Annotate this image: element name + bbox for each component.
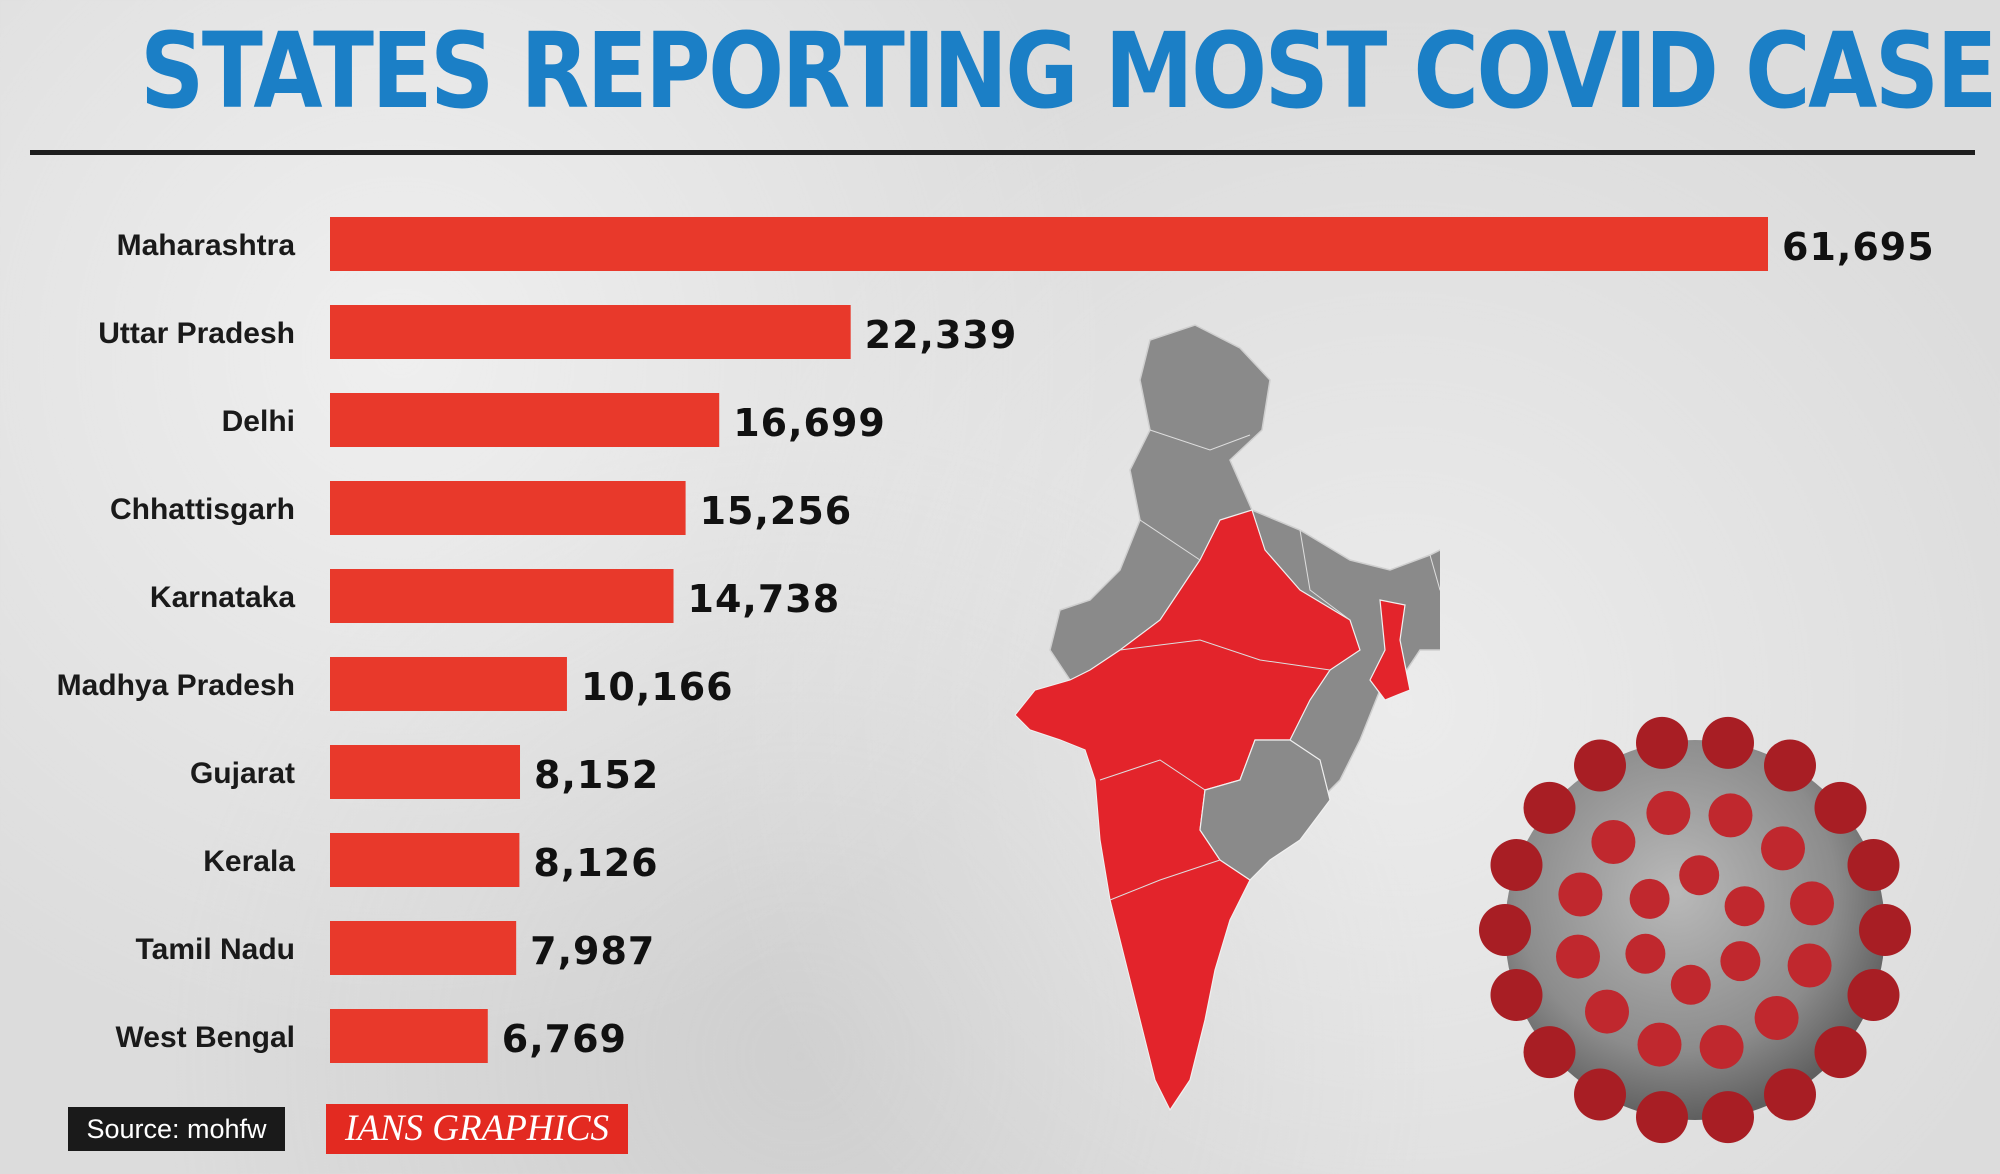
credit-label: IANS GRAPHICS <box>326 1104 628 1154</box>
virus-spike <box>1490 839 1543 891</box>
category-label: Kerala <box>203 845 295 878</box>
value-label: 61,695 <box>1782 225 1935 269</box>
category-label: Uttar Pradesh <box>98 317 295 350</box>
virus-spike <box>1558 872 1603 917</box>
virus-spike <box>1629 878 1670 919</box>
virus-spike <box>1625 933 1666 974</box>
map-affected-region <box>1014 509 1361 1112</box>
value-label: 15,256 <box>700 489 853 533</box>
virus-spike <box>1636 1091 1688 1144</box>
bar <box>330 657 567 711</box>
virus-spike <box>1591 820 1636 864</box>
virus-spike <box>1646 791 1691 835</box>
category-label: Madhya Pradesh <box>57 669 295 702</box>
virus-spike <box>1790 881 1834 926</box>
category-label: Gujarat <box>190 757 295 790</box>
virus-spike <box>1702 1091 1754 1144</box>
value-label: 16,699 <box>733 401 886 445</box>
virus-spike <box>1761 826 1805 871</box>
virus-spike <box>1847 969 1900 1021</box>
virus-spike <box>1847 839 1900 891</box>
virus-spike <box>1859 904 1911 956</box>
value-label: 8,126 <box>533 841 658 885</box>
category-label: Delhi <box>222 405 295 438</box>
virus-spike <box>1490 969 1543 1021</box>
category-label: Chhattisgarh <box>110 493 295 526</box>
virus-spike <box>1523 1026 1576 1079</box>
value-label: 10,166 <box>581 665 734 709</box>
virus-spikes <box>1479 716 1911 1144</box>
map-west-bengal <box>1369 599 1411 701</box>
virus-spike <box>1754 996 1799 1040</box>
virus-spike <box>1574 739 1626 792</box>
virus-spike <box>1556 934 1600 979</box>
bar <box>330 745 521 799</box>
virus-spike <box>1479 904 1531 956</box>
virus-spike <box>1814 781 1867 834</box>
chart-title: STATES REPORTING MOST COVID CASES <box>140 10 2000 132</box>
bar <box>330 921 517 975</box>
map-grey-region <box>1199 739 1331 881</box>
virus-spike <box>1636 716 1688 769</box>
bar <box>330 217 1768 271</box>
virus-spike <box>1585 989 1629 1034</box>
bar <box>330 305 851 359</box>
virus-spike <box>1814 1026 1867 1079</box>
bar <box>330 833 520 887</box>
bar <box>330 569 674 623</box>
category-label: West Bengal <box>116 1021 296 1054</box>
value-label: 22,339 <box>865 313 1018 357</box>
category-label: Karnataka <box>150 581 295 614</box>
source-label: Source: mohfw <box>68 1107 285 1151</box>
bar <box>330 393 720 447</box>
virus-spike <box>1574 1068 1626 1121</box>
coronavirus-illustration <box>1479 716 1911 1144</box>
virus-spike <box>1699 1025 1744 1069</box>
bar <box>330 1009 488 1063</box>
virus-spike <box>1787 943 1832 988</box>
value-label: 8,152 <box>534 753 659 797</box>
virus-spike <box>1764 1068 1816 1121</box>
virus-spike <box>1679 855 1720 896</box>
virus-spike <box>1637 1022 1682 1067</box>
bar <box>330 481 686 535</box>
virus-spike <box>1670 964 1711 1005</box>
value-label: 14,738 <box>688 577 841 621</box>
value-label: 7,987 <box>530 929 655 973</box>
virus-spike <box>1708 793 1753 838</box>
virus-spike <box>1720 941 1761 982</box>
virus-spike <box>1523 781 1576 834</box>
value-label: 6,769 <box>502 1017 627 1061</box>
virus-spike <box>1764 739 1816 792</box>
india-map-illustration <box>1013 324 1440 1112</box>
virus-spike <box>1724 886 1765 927</box>
category-label: Maharashtra <box>117 229 296 262</box>
virus-spike <box>1702 716 1754 769</box>
title-divider <box>30 150 1975 155</box>
category-label: Tamil Nadu <box>136 933 295 966</box>
